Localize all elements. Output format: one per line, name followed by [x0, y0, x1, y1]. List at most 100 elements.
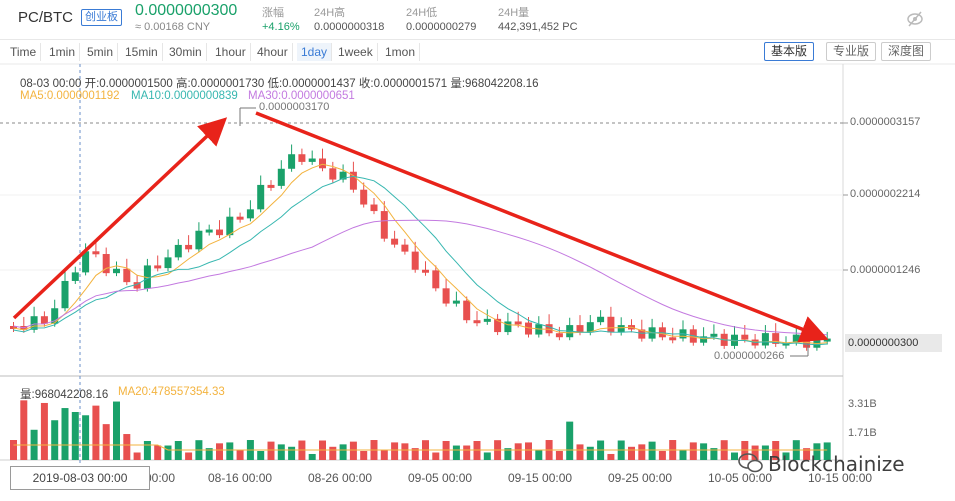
- tab-1week[interactable]: 1week: [334, 43, 378, 61]
- volume-axis-label: 3.31B: [848, 398, 877, 410]
- tab-1min[interactable]: 1min: [45, 43, 81, 61]
- candle-body: [710, 333, 718, 337]
- candle-body: [617, 325, 625, 333]
- candle-body: [308, 158, 316, 162]
- volume-bar: [216, 443, 223, 460]
- volume-axis-label: 1.71B: [848, 427, 877, 439]
- volume-bar: [10, 440, 17, 460]
- candle-body: [113, 268, 120, 274]
- candle-body: [803, 334, 811, 348]
- candle-body: [40, 316, 48, 324]
- candle-body: [700, 336, 708, 343]
- candle-body: [638, 329, 646, 339]
- candle-body: [154, 265, 162, 269]
- date-axis-label: 09-05 00:00: [408, 471, 473, 485]
- volume-bar: [679, 449, 687, 460]
- volume-bar: [452, 445, 460, 460]
- candle-body: [61, 280, 69, 309]
- volume-bar: [823, 442, 831, 460]
- volume-bar: [761, 445, 769, 460]
- candle-body: [349, 171, 357, 190]
- date-axis-label: 09-15 00:00: [508, 471, 573, 485]
- volume-bar: [349, 441, 357, 460]
- date-axis-label: 10-05 00:00: [708, 471, 773, 485]
- candle-body: [586, 322, 594, 333]
- volume-bar: [638, 444, 646, 460]
- volume-24h-value: 442,391,452 PC: [498, 21, 578, 33]
- volume-24h-label: 24H量: [498, 7, 530, 19]
- volume-bar: [504, 448, 512, 460]
- volume-bar: [391, 442, 399, 460]
- volume-bar: [576, 444, 584, 460]
- volume-bar: [710, 448, 718, 460]
- volume-bar: [236, 449, 244, 460]
- candle-body: [164, 257, 172, 269]
- volume-bar: [185, 452, 193, 460]
- candle-body: [452, 300, 460, 304]
- basic-view-button[interactable]: 基本版: [764, 42, 815, 61]
- volume-bar: [71, 412, 79, 460]
- high-24h-label: 24H高: [314, 7, 346, 19]
- downtrend-arrow: [255, 111, 829, 343]
- tab-1hour[interactable]: 1hour: [211, 43, 251, 61]
- ma30-readout: MA30:0.0000000651: [248, 90, 355, 102]
- date-axis-label: 00:00: [145, 471, 176, 485]
- price-axis-label: 0.0000001246: [850, 264, 921, 276]
- date-axis-label: 08-16 00:00: [208, 471, 273, 485]
- volume-readout: 量:968042208.16: [20, 389, 109, 401]
- candle-body: [226, 216, 234, 236]
- volume-bar: [803, 448, 811, 460]
- trading-pair: PC/BTC: [18, 9, 74, 26]
- volume-bar: [277, 444, 285, 460]
- tab-30min[interactable]: 30min: [165, 43, 207, 61]
- candle-body: [288, 154, 296, 169]
- low-annotation: 0.0000000266: [714, 350, 785, 362]
- volume-bar: [226, 442, 234, 460]
- candle-body: [514, 321, 522, 325]
- date-axis-label: 09-25 00:00: [608, 471, 673, 485]
- volume-bar: [92, 405, 100, 460]
- date-axis-label: 10-15 00:00: [808, 471, 873, 485]
- candle-body: [483, 318, 491, 322]
- volume-bar: [782, 452, 790, 460]
- volume-bar: [61, 408, 69, 460]
- candle-body: [143, 265, 151, 289]
- candle-body: [329, 168, 337, 180]
- candle-body: [319, 158, 326, 169]
- tab-1mon[interactable]: 1mon: [381, 43, 421, 61]
- volume-bar: [689, 442, 697, 460]
- candle-body: [123, 268, 131, 283]
- volume-bar: [82, 415, 90, 460]
- hide-eye-icon[interactable]: [906, 10, 924, 28]
- candle-body: [92, 251, 100, 255]
- candle-body: [792, 334, 800, 343]
- candle-body: [51, 308, 59, 324]
- candle-body: [257, 184, 265, 210]
- ohlc-readout: 08-03 00:00 开:0.0000001500 高:0.000000173…: [20, 78, 539, 90]
- ma5-line: [13, 163, 828, 345]
- tab-15min[interactable]: 15min: [121, 43, 163, 61]
- candle-body: [463, 300, 471, 321]
- volume-bar: [483, 452, 491, 460]
- volume-bar: [339, 444, 347, 460]
- volume-bar: [525, 442, 532, 460]
- volume-bar: [51, 420, 59, 460]
- candle-body: [576, 325, 584, 333]
- candle-body: [504, 321, 512, 333]
- tab-time[interactable]: Time: [6, 43, 42, 61]
- volume-bar: [535, 449, 543, 460]
- volume-bar: [555, 451, 563, 460]
- current-price-tag: 0.0000000300: [845, 334, 942, 352]
- candle-body: [298, 154, 306, 162]
- tab-4hour[interactable]: 4hour: [253, 43, 293, 61]
- tab-5min[interactable]: 5min: [83, 43, 119, 61]
- depth-chart-button[interactable]: 深度图: [881, 42, 932, 61]
- ma30-line: [13, 219, 828, 336]
- pro-view-button[interactable]: 专业版: [826, 42, 877, 61]
- volume-bar: [813, 443, 821, 460]
- candle-body: [185, 244, 193, 250]
- candle-body: [555, 333, 563, 338]
- market-badge[interactable]: 创业板: [81, 9, 122, 26]
- tab-1day[interactable]: 1day: [297, 43, 333, 61]
